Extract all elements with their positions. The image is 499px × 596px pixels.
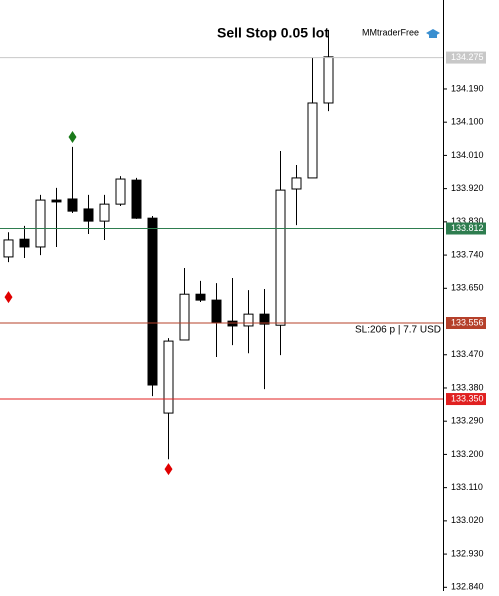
candle-body	[195, 293, 206, 301]
level-label: 133.556	[451, 317, 484, 327]
y-tick-label: 133.200	[451, 449, 484, 459]
y-tick-label: 133.110	[451, 482, 483, 492]
candle-body	[243, 313, 254, 327]
candle-body	[131, 179, 142, 219]
level-label-bg	[446, 393, 486, 406]
candle-body	[211, 299, 222, 324]
candle-body	[179, 293, 190, 341]
candle-body	[35, 199, 46, 248]
candle-body	[291, 177, 302, 190]
level-label: 133.812	[451, 223, 484, 233]
y-tick-label: 134.190	[451, 83, 484, 93]
candle-body	[307, 102, 318, 179]
candle-body	[3, 239, 14, 258]
candle-body	[19, 238, 30, 248]
y-tick-label: 133.650	[451, 283, 484, 293]
candle-body	[275, 189, 286, 326]
brand: MMtraderFree	[362, 27, 419, 37]
buy_signal	[68, 130, 77, 143]
candle-body	[99, 203, 110, 222]
y-tick-label: 133.020	[451, 515, 484, 525]
sell_signal	[4, 291, 13, 304]
y-tick-label: 133.380	[451, 382, 484, 392]
level-label: 134.275	[451, 52, 484, 62]
chart-title: Sell Stop 0.05 lot	[217, 25, 329, 41]
sell_signal	[164, 463, 173, 476]
candle-body	[67, 198, 78, 212]
candle-body	[259, 313, 270, 325]
candle-body	[51, 199, 62, 203]
y-tick-label: 133.920	[451, 183, 484, 193]
sl-annotation: SL:206 p | 7.7 USD	[355, 325, 441, 336]
y-tick-label: 133.740	[451, 249, 484, 259]
level-label-bg	[446, 317, 486, 330]
y-tick-label: 133.290	[451, 416, 484, 426]
candle-body	[147, 217, 158, 386]
y-tick-label: 132.930	[451, 548, 484, 558]
candle-body	[227, 320, 238, 327]
candle-body	[115, 178, 126, 205]
candle-body	[323, 56, 334, 104]
candle-body	[83, 208, 94, 222]
candle-body	[163, 340, 174, 414]
level-label-bg	[446, 222, 486, 235]
level-label-bg	[446, 51, 486, 64]
y-tick-label: 134.100	[451, 117, 484, 127]
level-label: 133.350	[451, 393, 484, 403]
y-tick-label: 132.840	[451, 582, 484, 591]
brand-icon	[426, 29, 440, 38]
y-tick-label: 133.470	[451, 349, 484, 359]
y-tick-label: 134.010	[451, 150, 484, 160]
y-tick-label: 133.830	[451, 216, 484, 226]
